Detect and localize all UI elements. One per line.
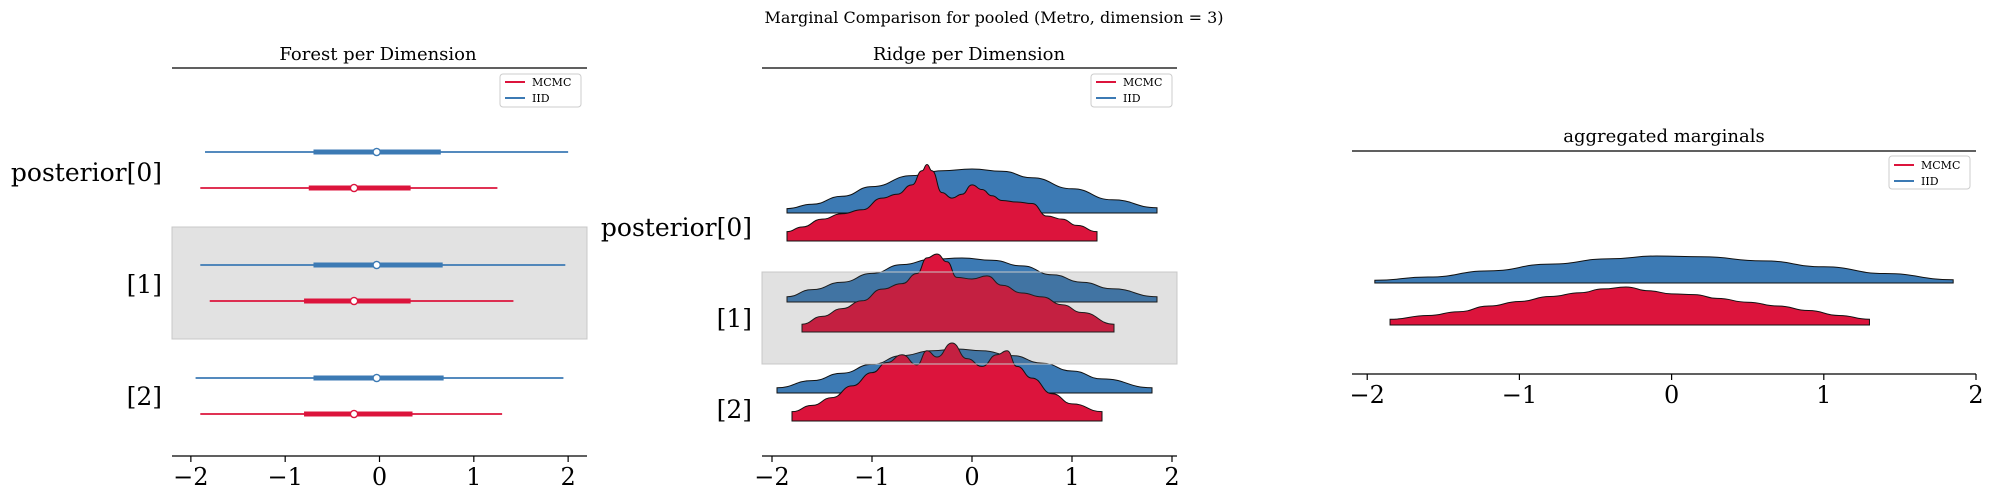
x-tick-label: 0 bbox=[1664, 381, 1679, 409]
legend: MCMC IID bbox=[1888, 155, 1971, 190]
x-tick-label: −2 bbox=[754, 463, 789, 491]
legend-label-mcmc: MCMC bbox=[1921, 159, 1960, 172]
forest-median-iid bbox=[372, 147, 381, 157]
row-highlight bbox=[171, 226, 588, 340]
x-tick-label: 1 bbox=[1064, 463, 1079, 491]
ridge-mcmc bbox=[791, 342, 1103, 422]
x-tick-label: 1 bbox=[466, 463, 481, 491]
ridge-ylabel-0: posterior[0] bbox=[601, 213, 752, 242]
ridge-mcmc bbox=[786, 164, 1098, 242]
panel-aggregated-title: aggregated marginals bbox=[1563, 126, 1764, 147]
legend: MCMC IID bbox=[1090, 73, 1173, 108]
panel-forest-title: Forest per Dimension bbox=[279, 44, 477, 65]
ridge-mcmc bbox=[801, 253, 1115, 333]
x-tick-label: 2 bbox=[1164, 463, 1179, 491]
x-tick-label: 0 bbox=[964, 463, 979, 491]
x-tick-label: 2 bbox=[560, 463, 575, 491]
forest-ylabel-0: posterior[0] bbox=[11, 158, 162, 187]
ridge-mcmc bbox=[1389, 286, 1870, 326]
legend: MCMC IID bbox=[499, 73, 582, 108]
forest-median-mcmc bbox=[349, 183, 359, 193]
forest-median-iid bbox=[372, 373, 381, 383]
figure-suptitle: Marginal Comparison for pooled (Metro, d… bbox=[764, 8, 1223, 27]
x-tick-label: 1 bbox=[1816, 381, 1831, 409]
row-highlight bbox=[761, 271, 1178, 365]
forest-median-mcmc bbox=[349, 409, 359, 419]
legend-label-iid: IID bbox=[1921, 175, 1939, 188]
legend-label-mcmc: MCMC bbox=[532, 76, 571, 89]
panel-forest: Forest per Dimension posterior[0] [1] [2… bbox=[11, 44, 588, 491]
x-tick-label: −2 bbox=[173, 463, 208, 491]
x-tick-label: 2 bbox=[1968, 381, 1983, 409]
forest-median-iid bbox=[372, 260, 381, 270]
forest-ylabel-2: [2] bbox=[127, 382, 162, 411]
legend-label-mcmc: MCMC bbox=[1123, 76, 1162, 89]
panel-ridge-title: Ridge per Dimension bbox=[873, 44, 1066, 65]
legend-label-iid: IID bbox=[1123, 92, 1141, 105]
forest-ylabel-1: [1] bbox=[127, 270, 162, 299]
forest-median-mcmc bbox=[349, 296, 359, 306]
panel-aggregated: aggregated marginals MCMC IID −2 −1 0 1 2 bbox=[1350, 126, 1984, 409]
x-tick-label: −1 bbox=[267, 463, 302, 491]
x-tick-label: −1 bbox=[1502, 381, 1537, 409]
ridge-ylabel-1: [1] bbox=[717, 304, 752, 333]
x-tick-label: −2 bbox=[1350, 381, 1385, 409]
x-tick-label: 0 bbox=[372, 463, 387, 491]
ridge-ylabel-2: [2] bbox=[717, 395, 752, 424]
legend-label-iid: IID bbox=[532, 92, 550, 105]
ridge-iid bbox=[1374, 255, 1954, 284]
x-tick-label: −1 bbox=[854, 463, 889, 491]
panel-ridge: Ridge per Dimension posterior[0] [1] [2]… bbox=[601, 44, 1180, 491]
